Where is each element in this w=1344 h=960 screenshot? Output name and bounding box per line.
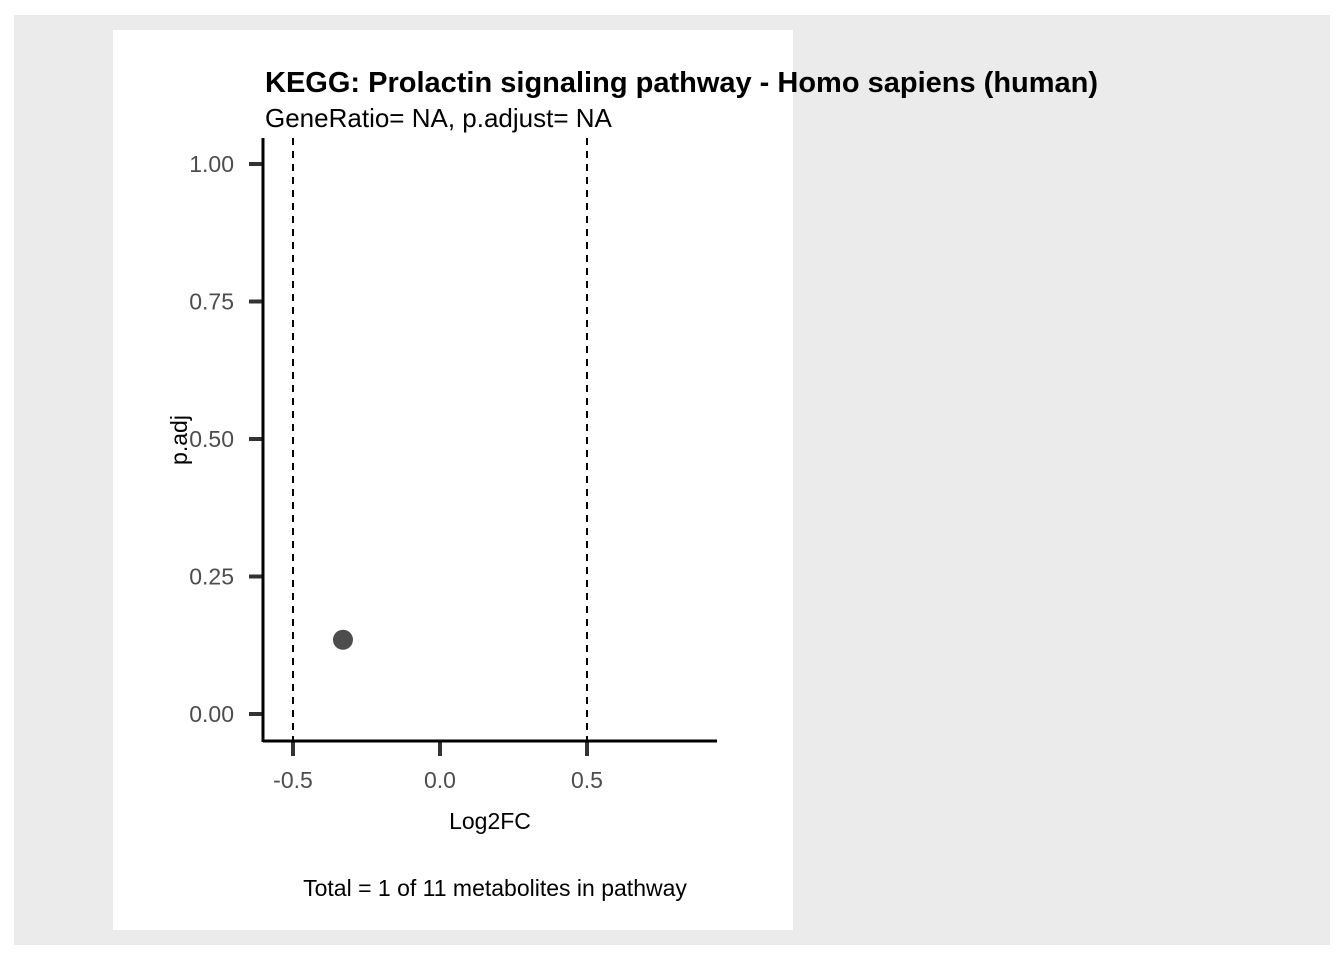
x-tick-label: 0.0	[424, 767, 456, 793]
chart-title: KEGG: Prolactin signaling pathway - Homo…	[265, 67, 1098, 99]
threshold-lines	[292, 138, 588, 741]
x-axis-title: Log2FC	[449, 808, 531, 834]
x-tick-label: -0.5	[273, 767, 313, 793]
data-point	[332, 629, 353, 650]
y-tick-label: 1.00	[189, 151, 234, 177]
y-axis-ticks: 0.00 0.25 0.50 0.75 1.00	[189, 151, 263, 727]
x-tick-label: 0.5	[571, 767, 603, 793]
x-axis-ticks: -0.5 0.0 0.5	[273, 741, 603, 793]
y-axis-title: p.adj	[166, 415, 192, 465]
chart-subtitle: GeneRatio= NA, p.adjust= NA	[265, 103, 613, 133]
y-tick-label: 0.00	[189, 701, 234, 727]
plot-panel	[113, 30, 793, 930]
y-tick-label: 0.75	[189, 289, 234, 315]
y-tick-label: 0.50	[189, 426, 234, 452]
y-tick-label: 0.25	[189, 564, 234, 590]
chart-caption: Total = 1 of 11 metabolites in pathway	[303, 875, 687, 901]
data-points	[332, 629, 353, 650]
